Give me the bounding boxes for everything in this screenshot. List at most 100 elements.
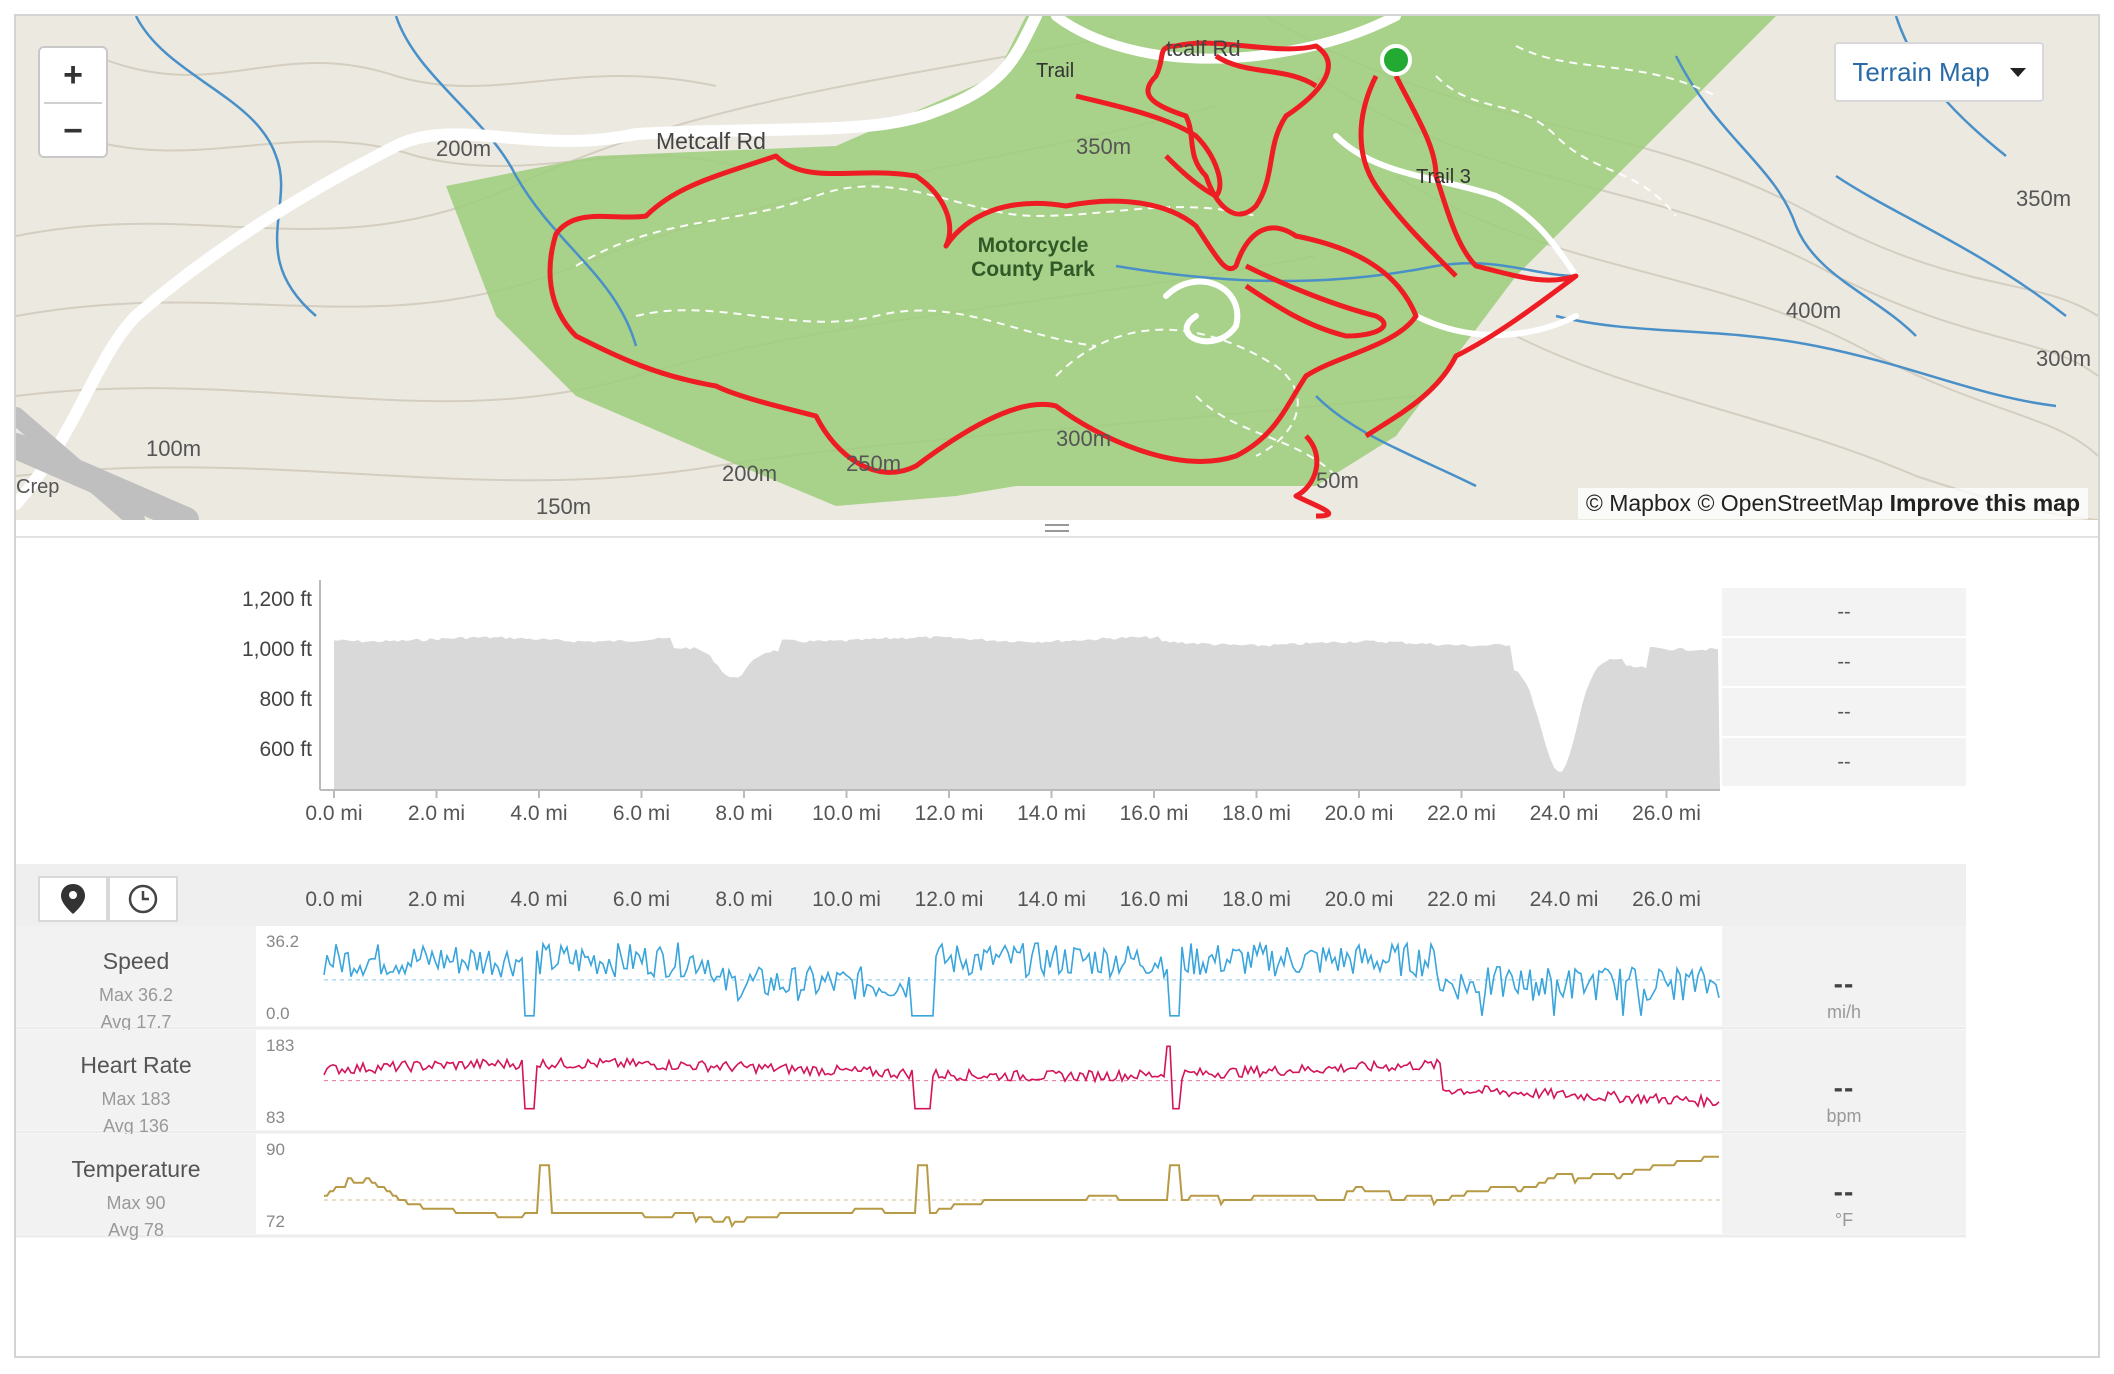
stream-max: Max 36.2 xyxy=(98,985,174,1005)
stream-name: Temperature xyxy=(71,1156,201,1182)
elevation-tick-marks xyxy=(333,790,1668,798)
contour-label: 350m xyxy=(1076,134,1132,159)
stream-axis-min: 72 xyxy=(266,1212,285,1231)
contour-label: 50m xyxy=(1316,468,1359,493)
streams-x-tick-label: 2.0 mi xyxy=(407,888,466,911)
streams-x-tick-label: 26.0 mi xyxy=(1632,888,1701,911)
zoom-control: + − xyxy=(38,46,108,158)
elevation-y-tick-label: 600 ft xyxy=(259,738,312,761)
stream-axis-max: 183 xyxy=(266,1036,295,1055)
zoom-in-button[interactable]: + xyxy=(63,55,83,94)
contour-label: 200m xyxy=(722,461,778,486)
time-toggle-button[interactable] xyxy=(108,876,178,922)
elevation-x-tick-label: 2.0 mi xyxy=(407,802,466,825)
stream-readout: -- mi/h xyxy=(1722,926,1966,1026)
stream-name: Speed xyxy=(102,948,170,974)
elevation-chart[interactable] xyxy=(16,540,2098,840)
streams-x-tick-label: 14.0 mi xyxy=(1017,888,1086,911)
elevation-x-tick-label: 18.0 mi xyxy=(1222,802,1291,825)
stream-row-label[interactable]: Speed Max 36.2 Avg 17.7 xyxy=(16,926,256,1032)
stream-current-value: -- xyxy=(1833,968,1855,999)
elevation-x-tick-label: 22.0 mi xyxy=(1427,802,1496,825)
stream-row-label[interactable]: Temperature Max 90 Avg 78 xyxy=(16,1134,256,1240)
elevation-x-tick-label: 26.0 mi xyxy=(1632,802,1701,825)
distance-toggle-button[interactable] xyxy=(38,876,108,922)
streams-chart[interactable] xyxy=(16,926,2098,1358)
stream-max: Max 90 xyxy=(106,1193,166,1213)
stream-axis-min: 0.0 xyxy=(266,1004,290,1023)
elevation-x-tick-label: 14.0 mi xyxy=(1017,802,1086,825)
map-attribution: © Mapbox © OpenStreetMap Improve this ma… xyxy=(1577,488,2088,519)
zoom-out-button[interactable]: − xyxy=(63,111,83,150)
contour-label: 400m xyxy=(1786,298,1842,323)
elevation-x-tick-label: 20.0 mi xyxy=(1324,802,1394,825)
map-resize-handle[interactable] xyxy=(16,520,2098,538)
elevation-readout: -- xyxy=(1722,638,1966,688)
elevation-y-tick-label: 800 ft xyxy=(259,688,312,711)
streams-x-tick-label: 12.0 mi xyxy=(914,888,984,911)
attribution-osm[interactable]: © OpenStreetMap xyxy=(1697,490,1884,516)
contour-label: 300m xyxy=(2036,346,2092,371)
place-label: Crep xyxy=(16,476,60,498)
streams-x-tick-label: 18.0 mi xyxy=(1222,888,1291,911)
elevation-readout: -- xyxy=(1722,588,1966,638)
elevation-y-tick-label: 1,200 ft xyxy=(241,588,312,611)
park-label-line-2: County Park xyxy=(971,258,1095,281)
elevation-x-tick-label: 10.0 mi xyxy=(812,802,881,825)
park-label: Motorcycle County Park xyxy=(953,234,1113,282)
contour-label: 150m xyxy=(536,494,592,519)
attribution-mapbox[interactable]: © Mapbox xyxy=(1585,490,1692,516)
streams-axis-bar xyxy=(16,864,1966,926)
grip-icon xyxy=(1045,524,1069,532)
activity-analysis-panel: Metcalf Rd tcalf Rd Trail 3 Trail 200m 2… xyxy=(14,14,2100,1358)
stream-series-line xyxy=(323,1045,1720,1110)
streams-x-tick-label: 24.0 mi xyxy=(1529,888,1599,911)
streams-x-tick-label: 20.0 mi xyxy=(1324,888,1394,911)
streams-x-tick-label: 22.0 mi xyxy=(1427,888,1496,911)
elevation-x-tick-label: 4.0 mi xyxy=(510,802,568,825)
stream-axis-min: 83 xyxy=(266,1108,285,1127)
streams-x-tick-label: 8.0 mi xyxy=(715,888,773,911)
elevation-x-tick-label: 12.0 mi xyxy=(914,802,984,825)
elevation-readout: -- xyxy=(1722,738,1966,788)
stream-readout: -- bpm xyxy=(1722,1030,1966,1130)
map-layer-dropdown[interactable]: Terrain Map xyxy=(1834,42,2044,102)
stream-axis-max: 90 xyxy=(266,1140,285,1159)
trail-label: Trail xyxy=(1036,60,1075,82)
caret-down-icon xyxy=(2009,67,2026,77)
elevation-x-tick-label: 6.0 mi xyxy=(612,802,671,825)
stream-avg: Avg 17.7 xyxy=(100,1012,172,1032)
stream-unit: °F xyxy=(1834,1210,1854,1230)
stream-unit: bpm xyxy=(1826,1106,1862,1126)
elevation-x-tick-label: 8.0 mi xyxy=(715,802,773,825)
stream-current-value: -- xyxy=(1833,1176,1855,1207)
road-label-metcalf: Metcalf Rd xyxy=(656,128,766,154)
map-layer-label: Terrain Map xyxy=(1852,56,1990,87)
stream-series-line xyxy=(323,940,1720,1017)
streams-x-tick-label: 10.0 mi xyxy=(812,888,881,911)
elevation-y-tick-label: 1,000 ft xyxy=(241,638,312,661)
elevation-x-tick-label: 16.0 mi xyxy=(1119,802,1189,825)
stream-readout: -- °F xyxy=(1722,1134,1966,1234)
streams-x-tick-label: 16.0 mi xyxy=(1119,888,1189,911)
stream-row-label[interactable]: Heart Rate Max 183 Avg 136 xyxy=(16,1030,256,1136)
streams-x-tick-label: 6.0 mi xyxy=(612,888,671,911)
road-label-metcalf-top: tcalf Rd xyxy=(1166,36,1241,61)
contour-label: 350m xyxy=(2016,186,2072,211)
stream-unit: mi/h xyxy=(1826,1002,1861,1022)
stream-avg: Avg 78 xyxy=(108,1220,164,1240)
contour-label: 100m xyxy=(146,436,202,461)
contour-label: 300m xyxy=(1056,426,1112,451)
map-canvas xyxy=(16,16,2098,520)
map-pin-icon xyxy=(61,884,85,914)
trail-label-trail-3: Trail 3 xyxy=(1416,166,1471,188)
streams-x-tick-label: 4.0 mi xyxy=(510,888,568,911)
elevation-readout: -- xyxy=(1722,688,1966,738)
stream-series-line xyxy=(324,1155,1719,1229)
improve-map-link[interactable]: Improve this map xyxy=(1889,490,2080,516)
stream-name: Heart Rate xyxy=(80,1052,192,1078)
route-map[interactable]: Metcalf Rd tcalf Rd Trail 3 Trail 200m 2… xyxy=(16,16,2098,520)
stream-avg: Avg 136 xyxy=(103,1116,169,1136)
clock-icon xyxy=(128,884,158,914)
stream-max: Max 183 xyxy=(101,1089,171,1109)
